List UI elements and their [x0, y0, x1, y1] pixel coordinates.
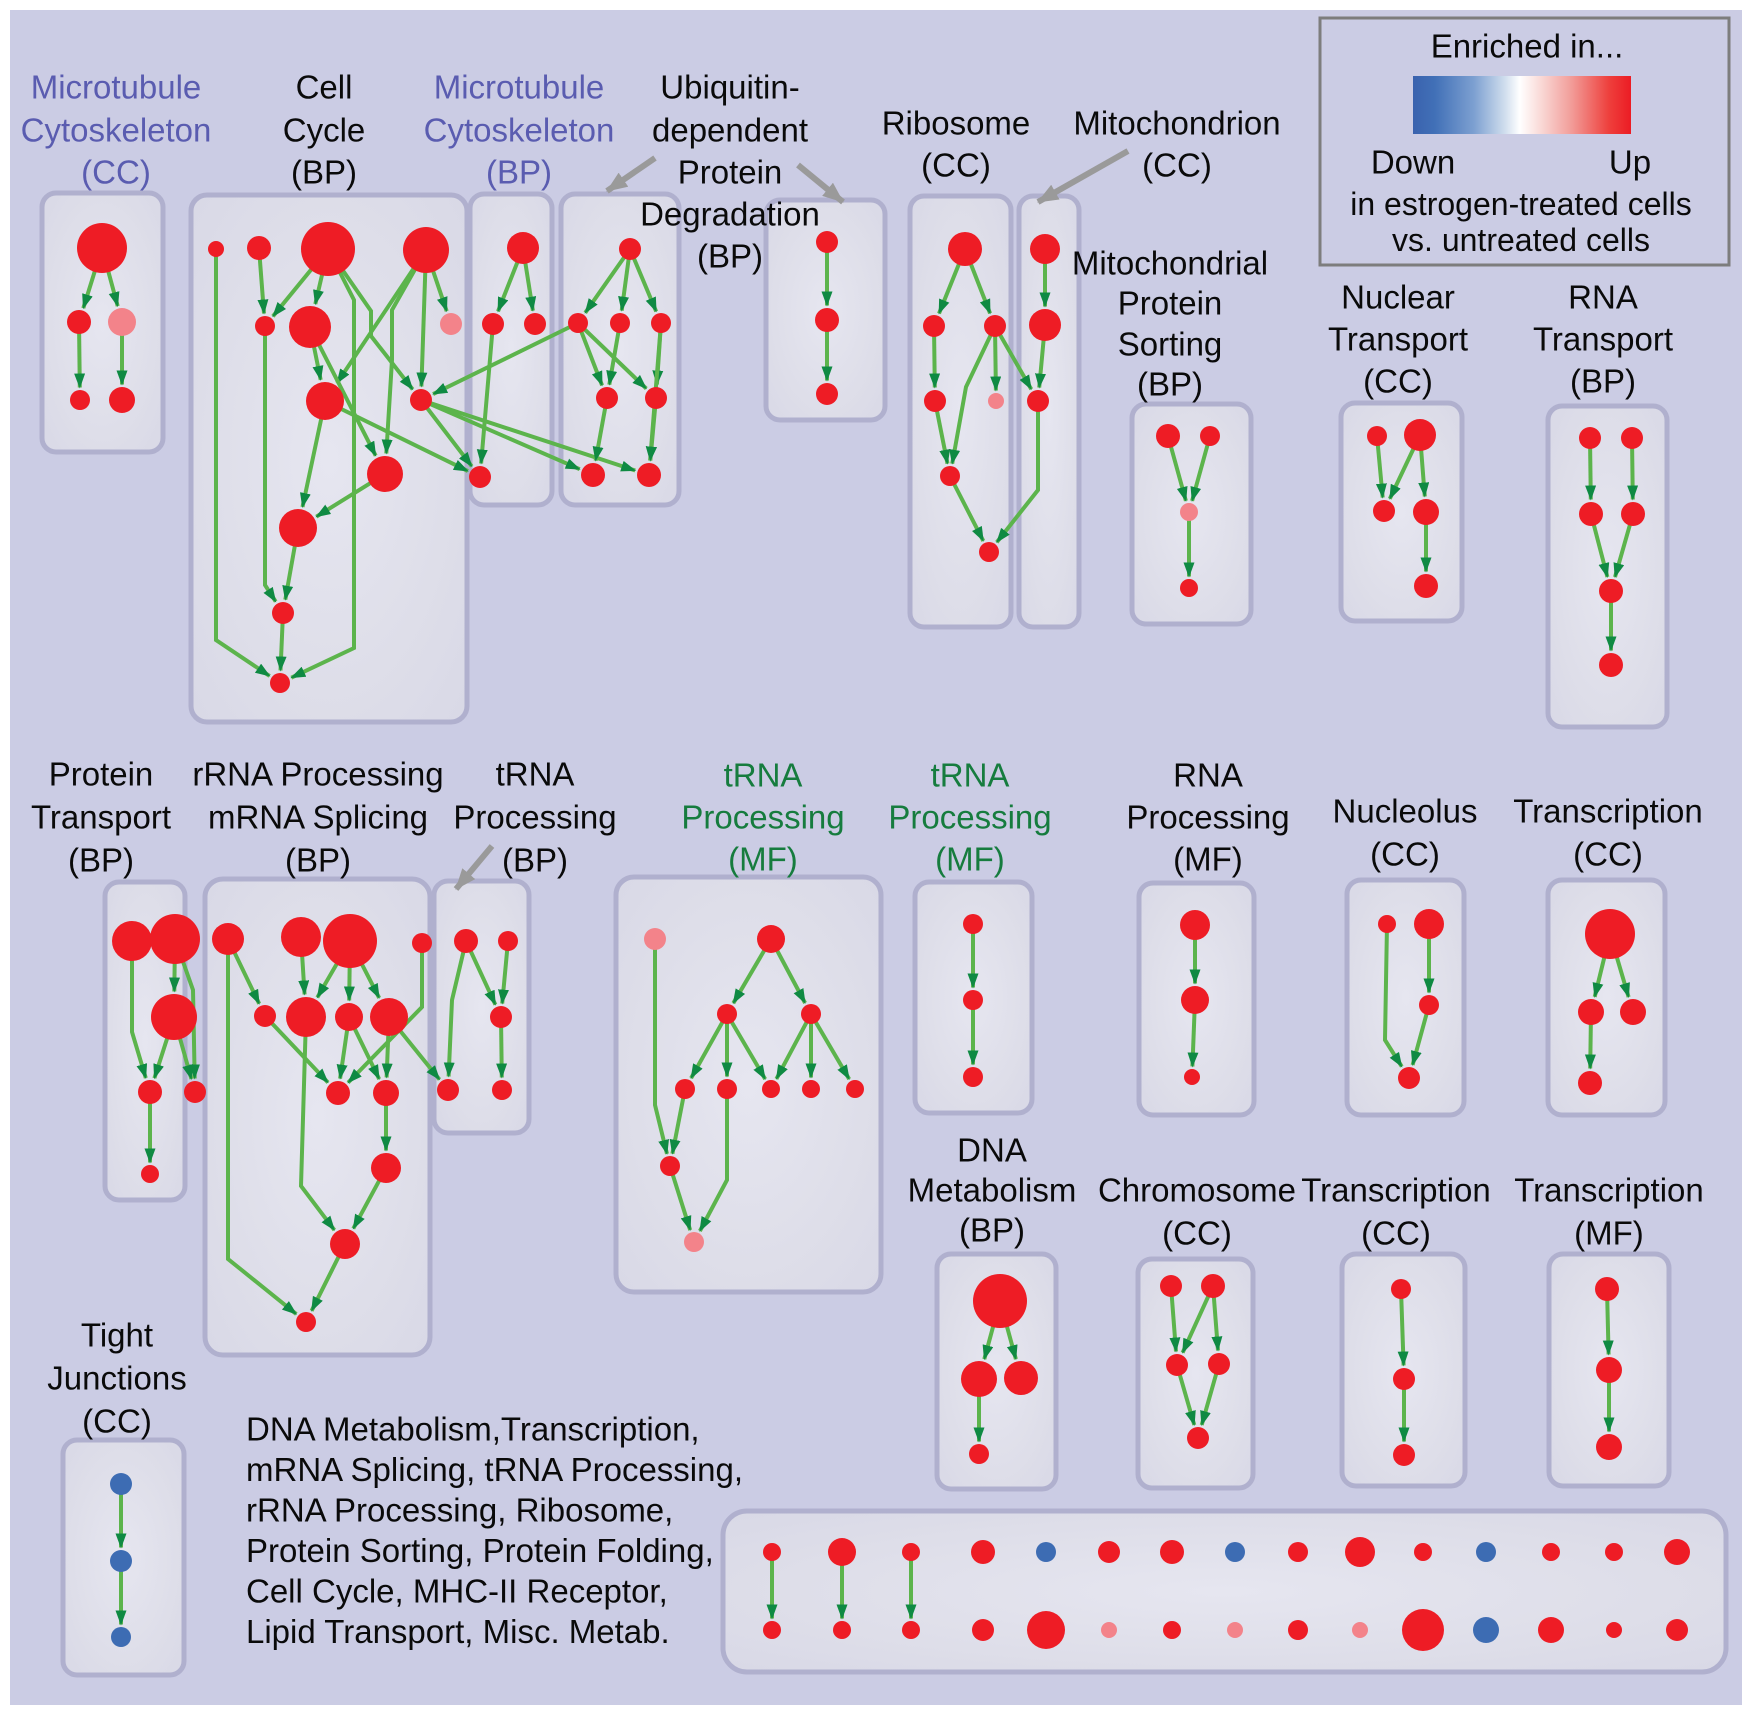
svg-text:Protein: Protein: [1118, 285, 1223, 322]
svg-text:tRNA: tRNA: [931, 757, 1010, 794]
svg-text:(CC): (CC): [1361, 1215, 1431, 1252]
svg-text:(CC): (CC): [81, 154, 151, 191]
svg-text:Mitochondrial: Mitochondrial: [1072, 245, 1268, 282]
svg-text:Junctions: Junctions: [47, 1360, 186, 1397]
svg-text:Transport: Transport: [1533, 321, 1673, 358]
svg-text:Transcription: Transcription: [1513, 793, 1703, 830]
svg-text:Tight: Tight: [81, 1317, 153, 1354]
svg-text:(CC): (CC): [1162, 1215, 1232, 1252]
svg-text:Microtubule: Microtubule: [434, 69, 605, 106]
svg-text:Ribosome: Ribosome: [882, 105, 1031, 142]
svg-text:Enriched in...: Enriched in...: [1431, 28, 1624, 65]
svg-text:RNA: RNA: [1568, 279, 1638, 316]
svg-text:(CC): (CC): [1363, 363, 1433, 400]
svg-text:(CC): (CC): [921, 147, 991, 184]
svg-text:Cycle: Cycle: [283, 112, 366, 149]
svg-text:Mitochondrion: Mitochondrion: [1073, 105, 1280, 142]
svg-text:tRNA: tRNA: [724, 757, 803, 794]
svg-text:(BP): (BP): [502, 842, 568, 879]
svg-text:in estrogen-treated cells: in estrogen-treated cells: [1350, 186, 1692, 222]
svg-text:Transport: Transport: [31, 799, 171, 836]
svg-text:Down: Down: [1371, 144, 1455, 181]
svg-text:tRNA: tRNA: [496, 756, 575, 793]
svg-text:Cytoskeleton: Cytoskeleton: [21, 112, 212, 149]
svg-text:Degradation: Degradation: [640, 196, 820, 233]
svg-text:Protein: Protein: [678, 154, 783, 191]
svg-text:Protein: Protein: [49, 756, 154, 793]
svg-text:(MF): (MF): [728, 841, 798, 878]
svg-text:(BP): (BP): [959, 1212, 1025, 1249]
svg-text:Up: Up: [1609, 144, 1651, 181]
svg-text:Metabolism: Metabolism: [908, 1172, 1077, 1209]
svg-text:Transcription: Transcription: [1301, 1172, 1491, 1209]
svg-text:dependent: dependent: [652, 112, 808, 149]
svg-text:(BP): (BP): [1137, 366, 1203, 403]
svg-text:mRNA Splicing, tRNA Processing: mRNA Splicing, tRNA Processing,: [246, 1451, 743, 1488]
svg-text:Processing: Processing: [1126, 799, 1289, 836]
svg-text:(BP): (BP): [486, 154, 552, 191]
svg-text:Microtubule: Microtubule: [31, 69, 202, 106]
svg-text:Nucleolus: Nucleolus: [1333, 793, 1478, 830]
svg-text:Chromosome: Chromosome: [1098, 1172, 1296, 1209]
svg-text:(BP): (BP): [1570, 363, 1636, 400]
svg-text:(MF): (MF): [1574, 1215, 1644, 1252]
svg-text:Sorting: Sorting: [1118, 326, 1223, 363]
svg-text:DNA: DNA: [957, 1132, 1027, 1169]
svg-text:rRNA Processing, Ribosome,: rRNA Processing, Ribosome,: [246, 1492, 673, 1529]
svg-text:mRNA Splicing: mRNA Splicing: [208, 799, 428, 836]
svg-text:vs. untreated cells: vs. untreated cells: [1392, 222, 1650, 258]
svg-text:(BP): (BP): [285, 842, 351, 879]
svg-text:(BP): (BP): [68, 842, 134, 879]
svg-text:(MF): (MF): [935, 841, 1005, 878]
svg-text:(BP): (BP): [697, 238, 763, 275]
svg-text:Cell Cycle, MHC-II Receptor,: Cell Cycle, MHC-II Receptor,: [246, 1573, 668, 1610]
svg-text:rRNA Processing: rRNA Processing: [192, 756, 443, 793]
svg-text:Transcription: Transcription: [1514, 1172, 1704, 1209]
svg-text:Lipid Transport, Misc. Metab.: Lipid Transport, Misc. Metab.: [246, 1613, 670, 1650]
svg-text:Protein Sorting, Protein Foldi: Protein Sorting, Protein Folding,: [246, 1532, 714, 1569]
svg-text:Cell: Cell: [296, 69, 353, 106]
svg-text:Transport: Transport: [1328, 321, 1468, 358]
svg-text:Processing: Processing: [453, 799, 616, 836]
svg-text:(CC): (CC): [82, 1403, 152, 1440]
svg-text:(MF): (MF): [1173, 841, 1243, 878]
svg-text:(CC): (CC): [1573, 836, 1643, 873]
svg-text:Processing: Processing: [681, 799, 844, 836]
svg-text:(CC): (CC): [1142, 147, 1212, 184]
svg-text:Cytoskeleton: Cytoskeleton: [424, 112, 615, 149]
svg-text:Ubiquitin-: Ubiquitin-: [660, 69, 799, 106]
svg-text:Processing: Processing: [888, 799, 1051, 836]
svg-text:(BP): (BP): [291, 154, 357, 191]
svg-text:(CC): (CC): [1370, 836, 1440, 873]
svg-text:DNA Metabolism,Transcription,: DNA Metabolism,Transcription,: [246, 1411, 700, 1448]
svg-text:Nuclear: Nuclear: [1341, 279, 1455, 316]
svg-text:RNA: RNA: [1173, 757, 1243, 794]
